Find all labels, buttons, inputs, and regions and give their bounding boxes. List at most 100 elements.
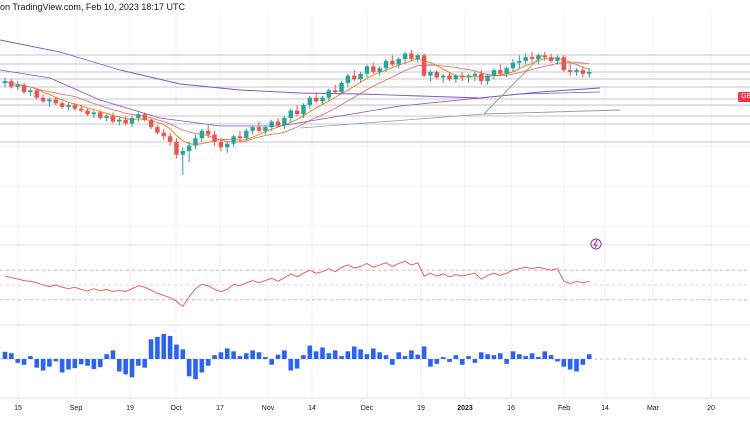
candle-body [491, 70, 497, 76]
event-marker[interactable] [590, 238, 602, 250]
histogram-bar [326, 353, 332, 359]
histogram-bar [523, 356, 528, 359]
histogram-bar [440, 357, 446, 359]
histogram-bar [110, 350, 116, 359]
histogram-bar [231, 351, 236, 359]
candle-body [345, 75, 351, 83]
candle-body [434, 71, 439, 78]
candle-body [256, 127, 262, 131]
histogram-bar [244, 353, 249, 359]
candle-body [199, 130, 205, 139]
histogram-bar [574, 359, 579, 372]
candle-body [104, 116, 109, 118]
x-axis: 15 Sep 19 Oct 17 Nov 14 Dec 19 2023 16 Feb 14 Mar 20 [14, 405, 715, 412]
candle-body [263, 127, 268, 131]
candle-body [510, 62, 516, 69]
histogram-bar [148, 339, 154, 359]
x-axis-tick-label: 20 [707, 405, 715, 412]
histogram-bar [421, 346, 427, 359]
x-axis-tick-label: Mar [647, 405, 660, 412]
histogram-bar [9, 353, 14, 359]
histogram-bar [91, 359, 97, 370]
candle-body [447, 75, 452, 80]
candle-body [307, 97, 312, 106]
candle-body [479, 73, 484, 82]
candle-body [358, 73, 363, 80]
histogram-bar [59, 359, 65, 373]
candle-body [339, 82, 344, 93]
candle-body [2, 81, 8, 83]
histogram-bar [561, 359, 567, 367]
candle-body [59, 103, 65, 107]
lightning-icon[interactable] [590, 238, 602, 250]
candle-body [225, 143, 230, 148]
candle-body [218, 141, 224, 148]
x-axis-tick-label: 19 [417, 405, 425, 412]
histogram-bar [555, 359, 560, 362]
histogram-bar [193, 359, 198, 380]
histogram-bar [256, 352, 262, 359]
candle-body [390, 60, 395, 65]
histogram-bar [28, 356, 33, 359]
histogram-bar [155, 336, 160, 359]
candle-body [574, 70, 579, 72]
candle-body [352, 75, 357, 80]
candle-body [167, 136, 173, 142]
horizontal-lines [0, 54, 750, 143]
histogram-bar [123, 359, 128, 375]
histogram-bar [34, 359, 40, 368]
candle-body [561, 57, 566, 71]
candle-body [542, 55, 547, 58]
candle-body [212, 134, 217, 142]
candle-body [174, 141, 179, 155]
histogram-bar [472, 359, 478, 363]
histogram-bar [351, 346, 357, 359]
histogram-bar [434, 359, 440, 364]
candle-body [161, 132, 166, 137]
candle-body [155, 127, 160, 133]
histogram-bar [548, 355, 554, 359]
candle-body [498, 70, 503, 74]
candle-body [409, 53, 414, 60]
price-tag: GB [738, 92, 750, 102]
candle-body [123, 119, 128, 124]
histogram-bar [428, 359, 433, 367]
histogram-bar [129, 359, 135, 378]
histogram-bar [21, 359, 27, 365]
candle-body [415, 55, 420, 60]
trend-line [483, 54, 543, 115]
x-axis-tick-label: Oct [171, 405, 182, 412]
candle-body [91, 112, 97, 115]
candle-body [536, 55, 541, 60]
candle-body [523, 57, 528, 61]
candle-body [282, 117, 287, 126]
grid [0, 14, 750, 399]
x-axis-tick-label: 16 [507, 405, 515, 412]
histogram-bar [2, 351, 8, 359]
candle-body [47, 99, 52, 102]
candle-body [79, 108, 84, 111]
candle-body [244, 130, 249, 139]
candle-body [148, 119, 154, 128]
histogram-bar [415, 354, 421, 359]
histogram-bar [224, 348, 230, 359]
histogram-bar [510, 351, 516, 359]
candle-body [453, 75, 459, 80]
histogram-bar [47, 359, 52, 367]
candle-body [421, 55, 427, 76]
x-axis-tick-label: 2023 [457, 405, 473, 412]
candle-body [567, 70, 573, 72]
candle-body [333, 90, 338, 93]
histogram-bar [167, 335, 173, 359]
histogram-bar [72, 359, 78, 369]
histogram-bar [250, 350, 255, 359]
histogram-bar [78, 359, 84, 365]
x-axis-tick-label: 14 [601, 405, 609, 412]
histogram-bar [136, 359, 141, 366]
histogram-bar [390, 359, 395, 365]
candle-body [28, 90, 33, 93]
histogram-bar [504, 359, 509, 364]
candle-body [383, 60, 389, 69]
x-axis-tick-label: Feb [558, 405, 570, 412]
